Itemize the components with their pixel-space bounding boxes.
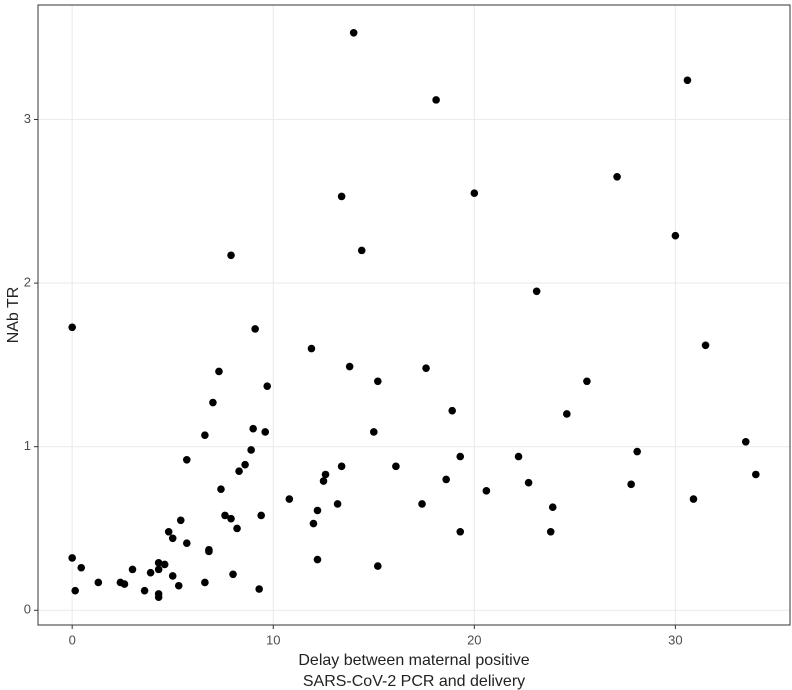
- point: [337, 192, 346, 201]
- point: [215, 367, 223, 376]
- point: [741, 437, 750, 446]
- point: [701, 341, 710, 350]
- point: [633, 447, 641, 456]
- point: [77, 563, 86, 572]
- point: [168, 572, 177, 580]
- point: [68, 323, 76, 332]
- point: [319, 477, 328, 485]
- point: [68, 554, 76, 562]
- point: [627, 480, 635, 489]
- point: [249, 424, 257, 433]
- point: [176, 516, 185, 525]
- point: [349, 29, 358, 37]
- x-axis-title: Delay between maternal positive: [298, 652, 529, 669]
- point: [307, 344, 316, 353]
- point: [309, 519, 318, 528]
- point: [532, 287, 541, 296]
- point: [227, 514, 235, 523]
- point: [442, 475, 450, 484]
- y-tick-label: 2: [24, 275, 31, 290]
- y-tick-label: 3: [24, 111, 31, 126]
- point: [422, 364, 430, 372]
- point: [140, 586, 149, 595]
- point: [229, 570, 237, 579]
- point: [374, 377, 382, 386]
- point: [71, 586, 79, 595]
- point: [313, 555, 322, 564]
- point: [337, 462, 346, 471]
- point: [182, 539, 191, 548]
- plot-panel: [38, 5, 790, 625]
- point: [154, 565, 163, 574]
- point: [285, 495, 294, 503]
- point: [221, 511, 229, 520]
- x-axis-title: SARS-CoV-2 PCR and delivery: [303, 673, 525, 690]
- x-tick-label: 20: [467, 632, 481, 647]
- point: [313, 506, 322, 515]
- point: [227, 251, 235, 260]
- point: [671, 231, 680, 240]
- point: [94, 578, 103, 587]
- point: [369, 428, 378, 436]
- point: [548, 503, 557, 512]
- point: [683, 76, 692, 85]
- point: [374, 562, 382, 570]
- point: [482, 487, 491, 495]
- point: [514, 452, 523, 461]
- point: [255, 585, 263, 593]
- point: [257, 511, 265, 520]
- point: [357, 246, 366, 255]
- point: [563, 410, 571, 418]
- point: [120, 580, 129, 588]
- point: [201, 578, 209, 587]
- point: [247, 446, 255, 454]
- point: [201, 431, 209, 440]
- point: [160, 560, 169, 569]
- plot-border: [37, 4, 791, 626]
- point: [174, 581, 183, 590]
- point: [217, 485, 225, 494]
- point: [209, 398, 217, 407]
- point: [546, 527, 555, 536]
- x-tick-label: 10: [266, 632, 280, 647]
- point: [205, 547, 213, 556]
- point: [524, 478, 533, 487]
- point: [470, 189, 479, 197]
- point: [182, 455, 191, 464]
- point: [418, 500, 426, 508]
- point: [154, 559, 163, 567]
- y-axis-title: NAb TR: [5, 287, 22, 344]
- point: [233, 524, 241, 533]
- x-tick-label: 30: [668, 632, 682, 647]
- point: [432, 96, 440, 104]
- point: [251, 325, 259, 333]
- point: [333, 500, 342, 508]
- point: [456, 527, 465, 536]
- point: [263, 382, 272, 390]
- point: [235, 467, 243, 476]
- point: [261, 428, 270, 436]
- point: [345, 362, 354, 371]
- point: [392, 462, 400, 471]
- point: [448, 406, 457, 415]
- y-tick-label: 0: [24, 602, 31, 617]
- point: [456, 452, 465, 461]
- x-tick-label: 0: [69, 632, 76, 647]
- point: [128, 565, 137, 574]
- point: [154, 593, 163, 601]
- point: [752, 470, 760, 479]
- point: [613, 172, 621, 181]
- point: [689, 495, 698, 503]
- point: [583, 377, 591, 386]
- y-tick-label: 1: [24, 438, 31, 453]
- point: [321, 470, 330, 479]
- point: [164, 527, 173, 536]
- point: [241, 460, 249, 469]
- point: [168, 534, 177, 543]
- point: [146, 568, 155, 577]
